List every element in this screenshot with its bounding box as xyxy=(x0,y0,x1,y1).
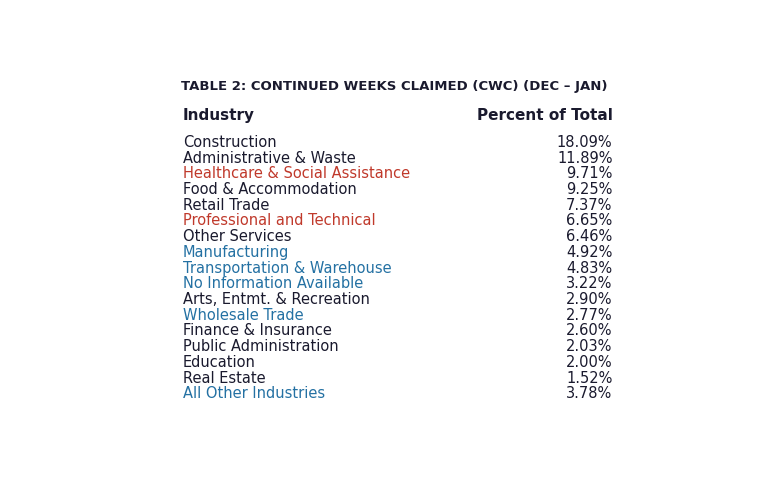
Text: Public Administration: Public Administration xyxy=(182,339,338,354)
Text: Industry: Industry xyxy=(182,108,255,123)
Text: TABLE 2: CONTINUED WEEKS CLAIMED (CWC) (DEC – JAN): TABLE 2: CONTINUED WEEKS CLAIMED (CWC) (… xyxy=(182,80,608,93)
Text: No Information Available: No Information Available xyxy=(182,277,363,291)
Text: 2.03%: 2.03% xyxy=(566,339,612,354)
Text: 6.65%: 6.65% xyxy=(566,214,612,228)
Text: 2.90%: 2.90% xyxy=(566,292,612,307)
Text: 11.89%: 11.89% xyxy=(557,151,612,165)
Text: Other Services: Other Services xyxy=(182,229,291,244)
Text: Wholesale Trade: Wholesale Trade xyxy=(182,308,303,323)
Text: 2.60%: 2.60% xyxy=(566,323,612,338)
Text: Percent of Total: Percent of Total xyxy=(477,108,612,123)
Text: Professional and Technical: Professional and Technical xyxy=(182,214,376,228)
Text: 4.83%: 4.83% xyxy=(566,261,612,276)
Text: 4.92%: 4.92% xyxy=(566,245,612,260)
Text: Retail Trade: Retail Trade xyxy=(182,198,270,213)
Text: 3.78%: 3.78% xyxy=(566,386,612,401)
Text: Real Estate: Real Estate xyxy=(182,370,266,386)
Text: Finance & Insurance: Finance & Insurance xyxy=(182,323,332,338)
Text: Healthcare & Social Assistance: Healthcare & Social Assistance xyxy=(182,166,410,181)
Text: Construction: Construction xyxy=(182,135,276,150)
Text: Manufacturing: Manufacturing xyxy=(182,245,290,260)
Text: Administrative & Waste: Administrative & Waste xyxy=(182,151,356,165)
Text: 3.22%: 3.22% xyxy=(566,277,612,291)
Text: 9.71%: 9.71% xyxy=(566,166,612,181)
Text: 2.77%: 2.77% xyxy=(566,308,612,323)
Text: Education: Education xyxy=(182,355,256,370)
Text: 6.46%: 6.46% xyxy=(566,229,612,244)
Text: 7.37%: 7.37% xyxy=(566,198,612,213)
Text: 9.25%: 9.25% xyxy=(566,182,612,197)
Text: Transportation & Warehouse: Transportation & Warehouse xyxy=(182,261,391,276)
Text: 2.00%: 2.00% xyxy=(566,355,612,370)
Text: 18.09%: 18.09% xyxy=(557,135,612,150)
Text: Food & Accommodation: Food & Accommodation xyxy=(182,182,357,197)
Text: 1.52%: 1.52% xyxy=(566,370,612,386)
Text: All Other Industries: All Other Industries xyxy=(182,386,325,401)
Text: Arts, Entmt. & Recreation: Arts, Entmt. & Recreation xyxy=(182,292,370,307)
